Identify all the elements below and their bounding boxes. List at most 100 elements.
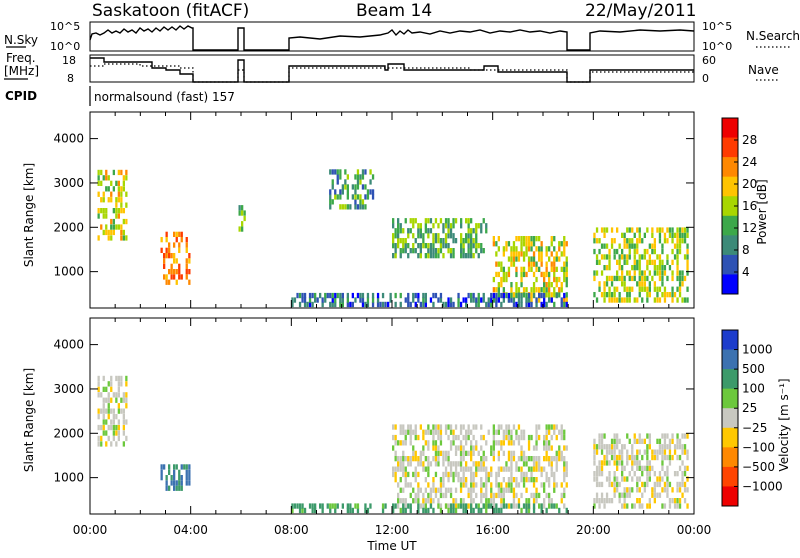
power-echo-cell	[671, 275, 674, 282]
power-echo-cell	[424, 223, 427, 229]
velocity-echo-cell	[472, 434, 475, 441]
power-echo-cell	[658, 297, 662, 303]
power-echo-cell	[618, 254, 621, 260]
power-echo-cell	[449, 248, 453, 254]
power-echo-cell	[180, 237, 183, 243]
power-echo-cell	[603, 227, 606, 233]
velocity-echo-cell	[593, 460, 596, 466]
velocity-echo-cell	[646, 476, 649, 482]
power-echo-cell	[618, 265, 621, 271]
power-echo-cell	[502, 292, 505, 299]
power-echo-cell	[449, 301, 453, 308]
velocity-echo-cell	[598, 438, 601, 444]
velocity-echo-cell	[636, 487, 639, 493]
power-echo-cell	[339, 189, 342, 195]
power-echo-cell	[616, 270, 619, 276]
velocity-echo-cell	[454, 487, 458, 493]
power-echo-cell	[520, 297, 523, 303]
velocity-echo-cell	[683, 498, 687, 504]
velocity-echo-cell	[535, 456, 538, 462]
power-echo-cell	[241, 205, 244, 211]
power-echo-cell	[686, 232, 689, 238]
velocity-colorbar-label: 500	[742, 362, 765, 376]
velocity-colorbar-swatch	[722, 408, 738, 429]
velocity-echo-cell	[651, 454, 654, 461]
velocity-echo-cell	[492, 429, 495, 435]
power-echo-cell	[648, 243, 651, 249]
velocity-echo-cell	[419, 487, 422, 493]
velocity-echo-cell	[548, 498, 551, 504]
velocity-echo-cell	[548, 461, 551, 467]
power-echo-cell	[437, 253, 440, 259]
power-echo-cell	[475, 228, 478, 234]
velocity-echo-cell	[676, 481, 679, 488]
power-echo-cell	[548, 292, 551, 298]
power-echo-cell	[671, 270, 674, 276]
velocity-echo-cell	[530, 456, 533, 462]
power-echo-cell	[550, 236, 553, 242]
velocity-echo-cell	[369, 503, 372, 509]
velocity-echo-cell	[510, 456, 513, 462]
power-echo-cell	[243, 210, 246, 216]
power-echo-cell	[636, 259, 639, 265]
power-echo-cell	[170, 253, 173, 259]
velocity-echo-cell	[424, 498, 427, 504]
velocity-colorbar-swatch	[722, 447, 738, 468]
velocity-echo-cell	[515, 492, 518, 499]
power-echo-cell	[628, 227, 631, 233]
velocity-echo-cell	[447, 503, 450, 509]
velocity-echo-cell	[404, 482, 407, 488]
velocity-echo-cell	[631, 449, 634, 455]
power-echo-cell	[623, 297, 626, 303]
velocity-echo-cell	[626, 454, 629, 461]
power-echo-cell	[434, 218, 438, 224]
power-echo-cell	[671, 227, 674, 233]
power-echo-cell	[409, 218, 412, 224]
power-echo-cell	[646, 297, 649, 303]
velocity-echo-cell	[485, 498, 488, 504]
power-echo-cell	[610, 275, 614, 282]
power-echo-cell	[490, 301, 493, 308]
power-echo-cell	[356, 292, 360, 299]
velocity-echo-cell	[527, 440, 531, 446]
power-echo-cell	[163, 253, 166, 259]
power-colorbar-swatch	[722, 118, 738, 139]
velocity-echo-cell	[656, 449, 659, 455]
power-echo-cell	[361, 184, 365, 190]
power-echo-cell	[165, 231, 168, 237]
velocity-echo-cell	[429, 487, 433, 493]
power-echo-cell	[477, 253, 480, 259]
power-echo-cell	[175, 237, 178, 243]
power-echo-cell	[110, 197, 113, 203]
power-echo-cell	[553, 236, 556, 242]
power-echo-cell	[107, 229, 110, 236]
power-echo-cell	[105, 229, 108, 236]
velocity-echo-cell	[678, 465, 682, 471]
velocity-echo-cell	[683, 487, 687, 493]
power-echo-cell	[381, 292, 385, 299]
velocity-echo-cell	[475, 503, 478, 509]
power-echo-cell	[100, 208, 103, 214]
velocity-echo-cell	[399, 456, 402, 462]
power-echo-cell	[238, 226, 241, 232]
velocity-echo-cell	[419, 503, 422, 509]
velocity-echo-cell	[507, 466, 511, 472]
power-echo-cell	[517, 301, 521, 308]
power-echo-cell	[354, 204, 357, 210]
power-echo-cell	[648, 254, 651, 260]
velocity-echo-cell	[173, 475, 176, 481]
power-echo-cell	[636, 281, 639, 287]
velocity-echo-cell	[100, 441, 103, 447]
velocity-echo-cell	[683, 481, 687, 488]
power-echo-cell	[538, 287, 541, 293]
velocity-echo-cell	[115, 430, 118, 436]
velocity-echo-cell	[510, 477, 513, 483]
velocity-echo-cell	[314, 503, 317, 509]
power-echo-cell	[522, 292, 526, 298]
velocity-echo-cell	[497, 424, 500, 430]
power-echo-cell	[178, 247, 181, 253]
power-colorbar-swatch	[722, 235, 738, 256]
power-echo-cell	[643, 275, 646, 282]
velocity-echo-cell	[545, 429, 548, 435]
power-echo-cell	[676, 270, 679, 276]
